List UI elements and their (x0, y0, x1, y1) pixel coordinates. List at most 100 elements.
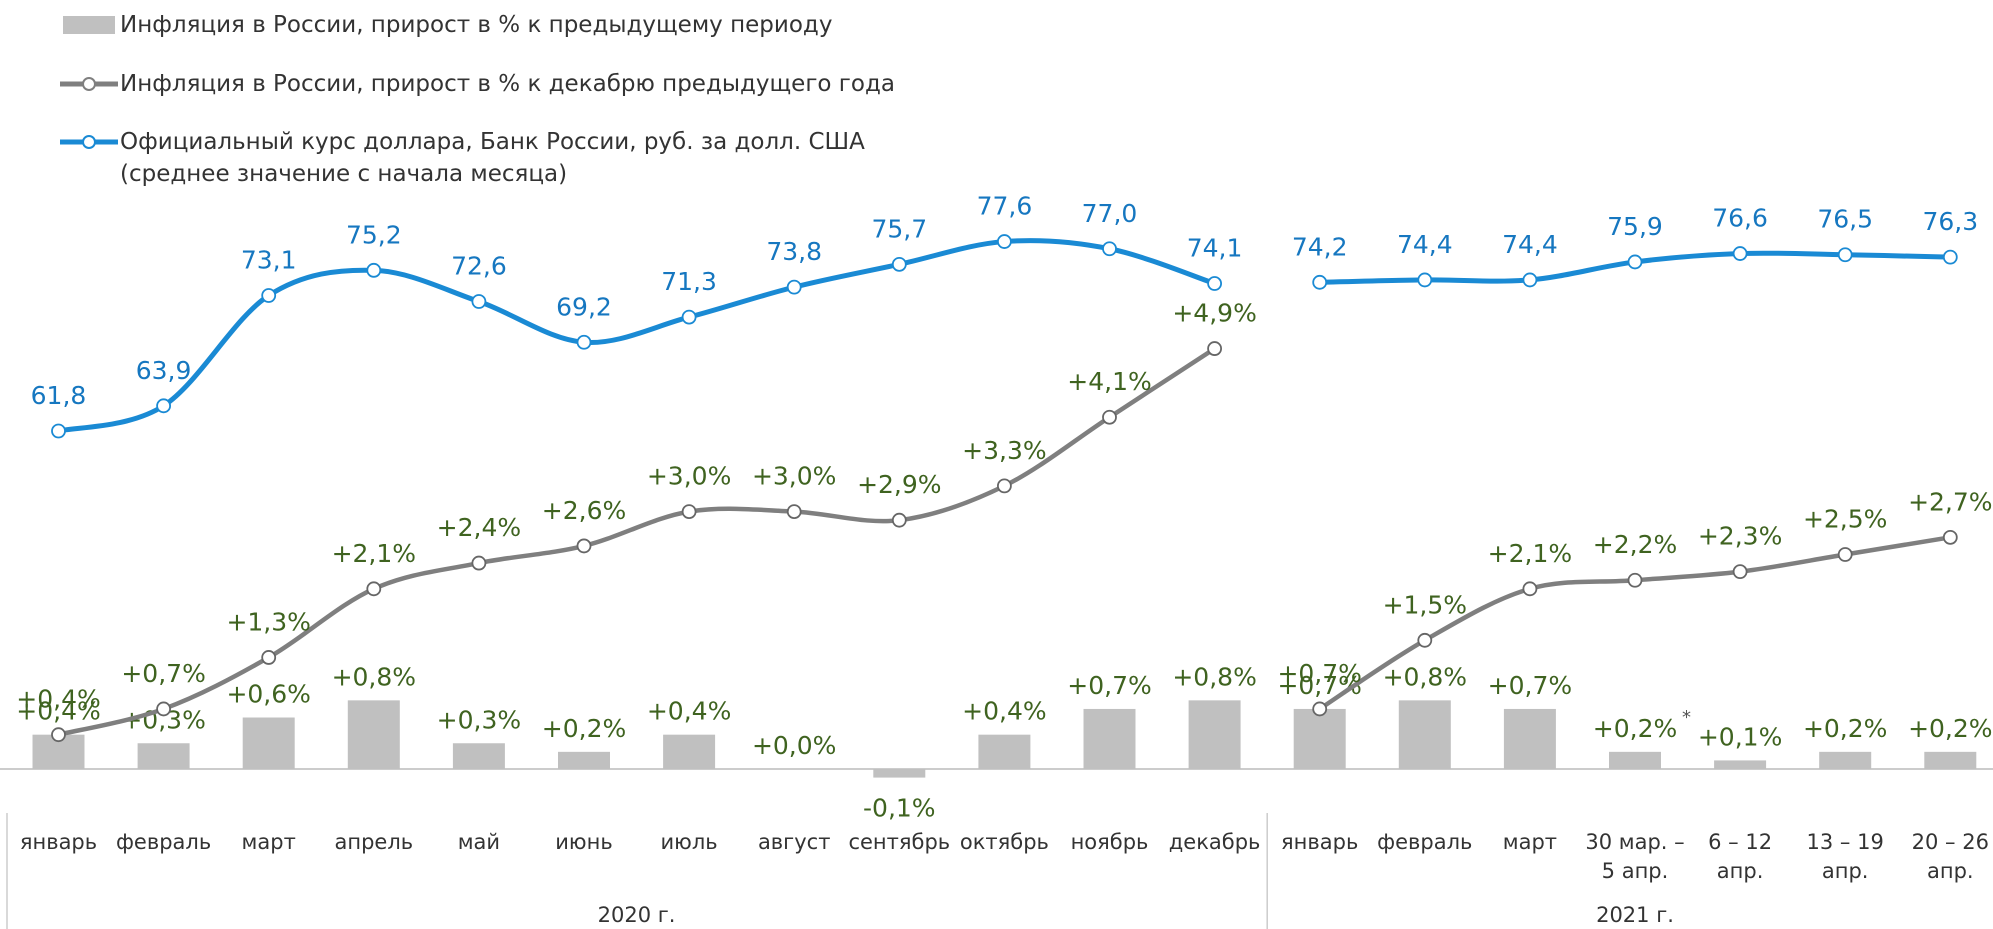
bar-value-label: +0,7% (1067, 671, 1151, 700)
line-marker (1102, 241, 1117, 257)
bar-value-label: +0,7% (1277, 671, 1361, 700)
line-value-label: 75,2 (346, 220, 402, 249)
line-marker (1522, 581, 1538, 597)
line-marker (1627, 254, 1643, 270)
x-tick-label: декабрь (1168, 830, 1261, 854)
bar (1819, 751, 1872, 769)
bar-value-label: +0,6% (226, 680, 310, 709)
line-value-label: +2,6% (542, 496, 626, 525)
line-value-label: 74,4 (1502, 230, 1558, 259)
bar-value-label: +0,8% (332, 662, 416, 691)
line-marker (471, 294, 487, 309)
line-value-label: +2,4% (437, 513, 521, 542)
x-tick-label: апрель (334, 830, 414, 854)
legend-label: Официальный курс доллара, Банк России, р… (120, 129, 865, 187)
line-value-label: +2,9% (857, 470, 941, 499)
line-value-label: +1,5% (1383, 590, 1467, 619)
x-tick-label: ноябрь (1070, 830, 1149, 854)
x-tick-label: июнь (555, 830, 613, 854)
line-marker (1942, 249, 1958, 265)
line-value-label: 71,3 (661, 267, 717, 296)
bar (1083, 708, 1136, 769)
x-tick-label: 20 – 26 апр. (1911, 830, 1989, 883)
line-marker (997, 478, 1012, 494)
line-marker (681, 504, 697, 520)
bar-value-label: +0,2% (1803, 714, 1887, 743)
bar (1188, 700, 1241, 769)
line-marker (1732, 564, 1748, 580)
line-value-label: +2,1% (1488, 539, 1572, 568)
line-value-label: +4,1% (1067, 367, 1151, 396)
bar (1293, 708, 1346, 769)
bar (1503, 708, 1556, 769)
x-tick-label: 13 – 19 апр. (1806, 830, 1884, 883)
legend-label: Инфляция в России, прирост в % к предыду… (120, 12, 833, 38)
line-value-label: +4,9% (1172, 299, 1256, 328)
line-marker (1837, 247, 1853, 263)
bar (1398, 700, 1451, 769)
line-value-label: 73,1 (241, 246, 297, 275)
line-marker (997, 234, 1012, 249)
line-marker (1522, 272, 1538, 288)
x-tick-label: февраль (1377, 830, 1473, 854)
group-label: 2020 г. (598, 903, 676, 927)
line-value-label: 77,0 (1082, 199, 1138, 228)
line-marker (1312, 274, 1328, 290)
x-tick-label: июль (660, 830, 718, 854)
line-marker (1837, 547, 1853, 562)
line-value-label: +1,3% (226, 607, 310, 636)
line-marker (366, 262, 382, 278)
line-value-label: 75,9 (1607, 212, 1663, 241)
bar-value-label: +0,8% (1383, 662, 1467, 691)
line-marker (156, 398, 172, 414)
bar-value-label: +0,8% (1172, 662, 1256, 691)
line-value-label: 75,7 (871, 214, 927, 243)
bar (137, 743, 190, 769)
line-value-label: +2,1% (332, 539, 416, 568)
line-value-label: 74,4 (1397, 230, 1453, 259)
line-value-label: 73,8 (766, 237, 822, 266)
x-tick-label: август (757, 830, 831, 854)
line-value-label: +0,7% (121, 659, 205, 688)
line-marker (156, 701, 172, 717)
bar (978, 734, 1031, 769)
line-marker (786, 279, 802, 295)
x-tick-label: октябрь (959, 830, 1049, 854)
line-value-label: 76,5 (1817, 205, 1873, 234)
bar-value-label: +0,2% (1593, 714, 1677, 743)
line-value-label: +3,3% (962, 436, 1046, 465)
line-value-label: 63,9 (136, 356, 192, 385)
bar-value-label: +0,7% (1488, 671, 1572, 700)
line-marker (1417, 632, 1433, 648)
x-tick-label: март (1502, 830, 1558, 854)
bar-value-label: +0,1% (1698, 722, 1782, 751)
bar-value-label: +0,2% (1908, 714, 1992, 743)
bar (347, 700, 400, 769)
line-marker (681, 309, 697, 325)
group-label: 2021 г. (1596, 903, 1674, 927)
line-marker (261, 650, 277, 665)
bar-value-label: +0,0% (752, 731, 836, 760)
line-value-label: 76,3 (1922, 207, 1978, 236)
line-marker (576, 538, 592, 554)
legend-marker (82, 77, 96, 91)
bar-value-label: -0,1% (863, 794, 936, 823)
bar (1924, 751, 1977, 769)
x-tick-label: 30 мар. – 5 апр. (1585, 830, 1685, 883)
line-value-label: 72,6 (451, 252, 507, 281)
line-marker (1207, 276, 1222, 291)
x-tick-label: январь (19, 830, 98, 854)
bar-value-label: +0,4% (16, 697, 100, 726)
bar (873, 769, 926, 778)
line-marker (366, 581, 382, 597)
legend-swatch (63, 16, 115, 34)
line-value-label: +0,4% (16, 685, 100, 714)
bar-value-label: +0,3% (437, 705, 521, 734)
line-value-label: +2,3% (1698, 522, 1782, 551)
line-marker (261, 288, 277, 303)
line-marker (1417, 272, 1433, 288)
legend-marker (82, 135, 96, 149)
line-marker (1102, 409, 1117, 425)
